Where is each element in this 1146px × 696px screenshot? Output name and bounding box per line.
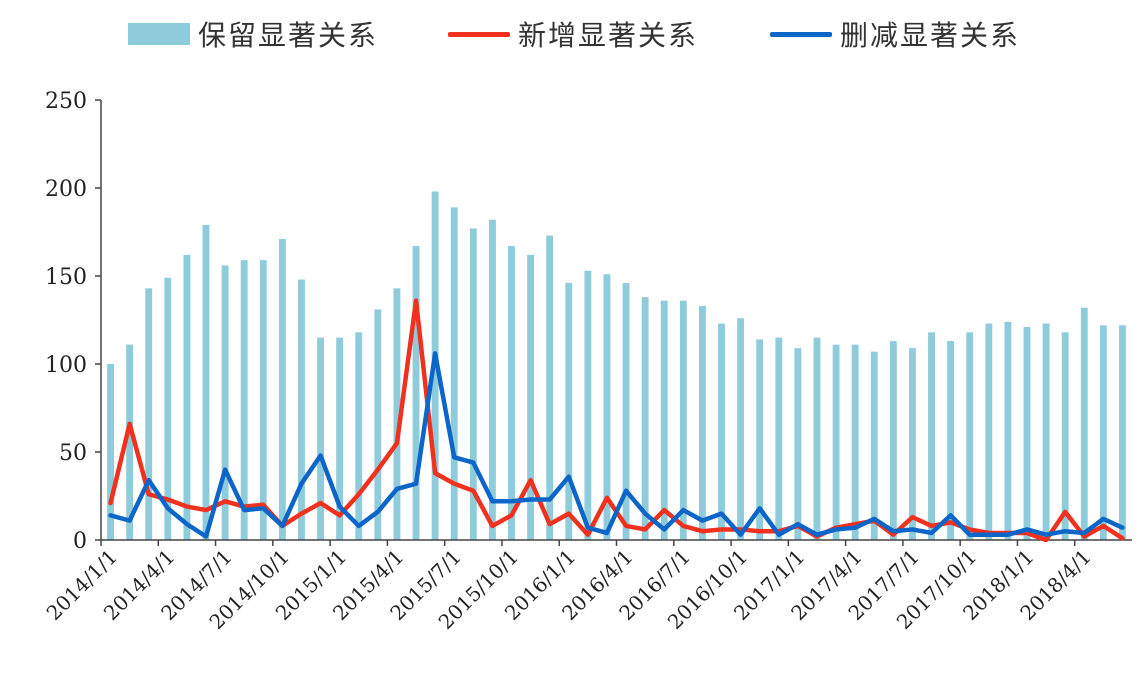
legend-item-added: 新增显著关系 (448, 12, 698, 56)
legend-label-retained: 保留显著关系 (198, 19, 379, 52)
bar-retained (660, 300, 668, 540)
bar-retained (469, 228, 477, 541)
bar-retained (679, 300, 687, 540)
bar-retained (889, 341, 897, 540)
bar-retained (374, 309, 382, 540)
bar-retained (909, 348, 916, 540)
y-tick-label: 100 (45, 353, 87, 378)
bar-retained (278, 239, 286, 541)
bar-retained (603, 274, 611, 540)
bar-retained (794, 348, 802, 540)
legend-swatch-added (448, 31, 510, 37)
y-tick-label: 200 (45, 177, 87, 202)
bar-retained (641, 297, 649, 540)
bar-retained (698, 305, 706, 540)
bar-retained (928, 332, 935, 540)
bar-retained (412, 246, 420, 540)
bar-retained (259, 260, 267, 540)
y-tick-label: 250 (45, 89, 87, 114)
line-removed (108, 351, 1125, 539)
bar-retained (1004, 321, 1012, 540)
chart-legend: 保留显著关系 新增显著关系 删减显著关系 (0, 12, 1146, 56)
bar-retained (565, 283, 573, 540)
bar-retained (737, 318, 745, 540)
bar-retained (985, 323, 993, 540)
bar-retained (298, 279, 305, 540)
bar-retained (527, 254, 535, 540)
bar-retained (1080, 307, 1088, 540)
legend-item-retained: 保留显著关系 (128, 12, 378, 56)
bar-retained (1023, 327, 1031, 540)
bar-retained (718, 323, 725, 540)
bar-retained (756, 339, 764, 540)
bar-retained (355, 332, 363, 540)
bar-retained (966, 332, 974, 540)
bar-series (107, 191, 1126, 541)
bar-retained (1042, 323, 1050, 540)
bar-retained (221, 265, 229, 540)
bar-retained (126, 344, 134, 540)
bar-retained (488, 219, 496, 540)
bar-retained (947, 341, 955, 540)
bar-retained (813, 337, 821, 540)
bar-retained (832, 344, 840, 540)
bar-retained (1119, 325, 1126, 540)
legend-swatch-removed (770, 31, 832, 37)
bar-retained (145, 288, 153, 540)
bar-retained (622, 283, 630, 540)
legend-item-removed: 删减显著关系 (770, 12, 1020, 56)
legend-swatch-retained (128, 23, 190, 45)
bar-retained (240, 260, 248, 540)
bar-retained (508, 246, 515, 540)
legend-label-removed: 删减显著关系 (840, 19, 1021, 52)
bar-retained (584, 270, 592, 540)
bar-retained (546, 235, 554, 540)
legend-label-added: 新增显著关系 (518, 19, 699, 52)
bar-retained (1099, 325, 1107, 540)
bar-retained (317, 337, 324, 540)
bar-retained (336, 337, 344, 540)
y-tick-label: 150 (45, 265, 87, 290)
bar-retained (450, 207, 458, 541)
bar-retained (183, 254, 191, 540)
bar-retained (202, 224, 210, 540)
bar-retained (107, 364, 114, 540)
bar-retained (1061, 332, 1069, 540)
line-series (108, 298, 1125, 543)
y-tick-label: 0 (73, 529, 87, 554)
y-tick-label: 50 (59, 441, 87, 466)
bar-retained (851, 344, 859, 540)
bar-retained (393, 288, 401, 540)
bar-retained (164, 277, 172, 540)
bar-retained (775, 337, 783, 540)
axes (95, 99, 1132, 546)
bar-retained (870, 351, 878, 540)
